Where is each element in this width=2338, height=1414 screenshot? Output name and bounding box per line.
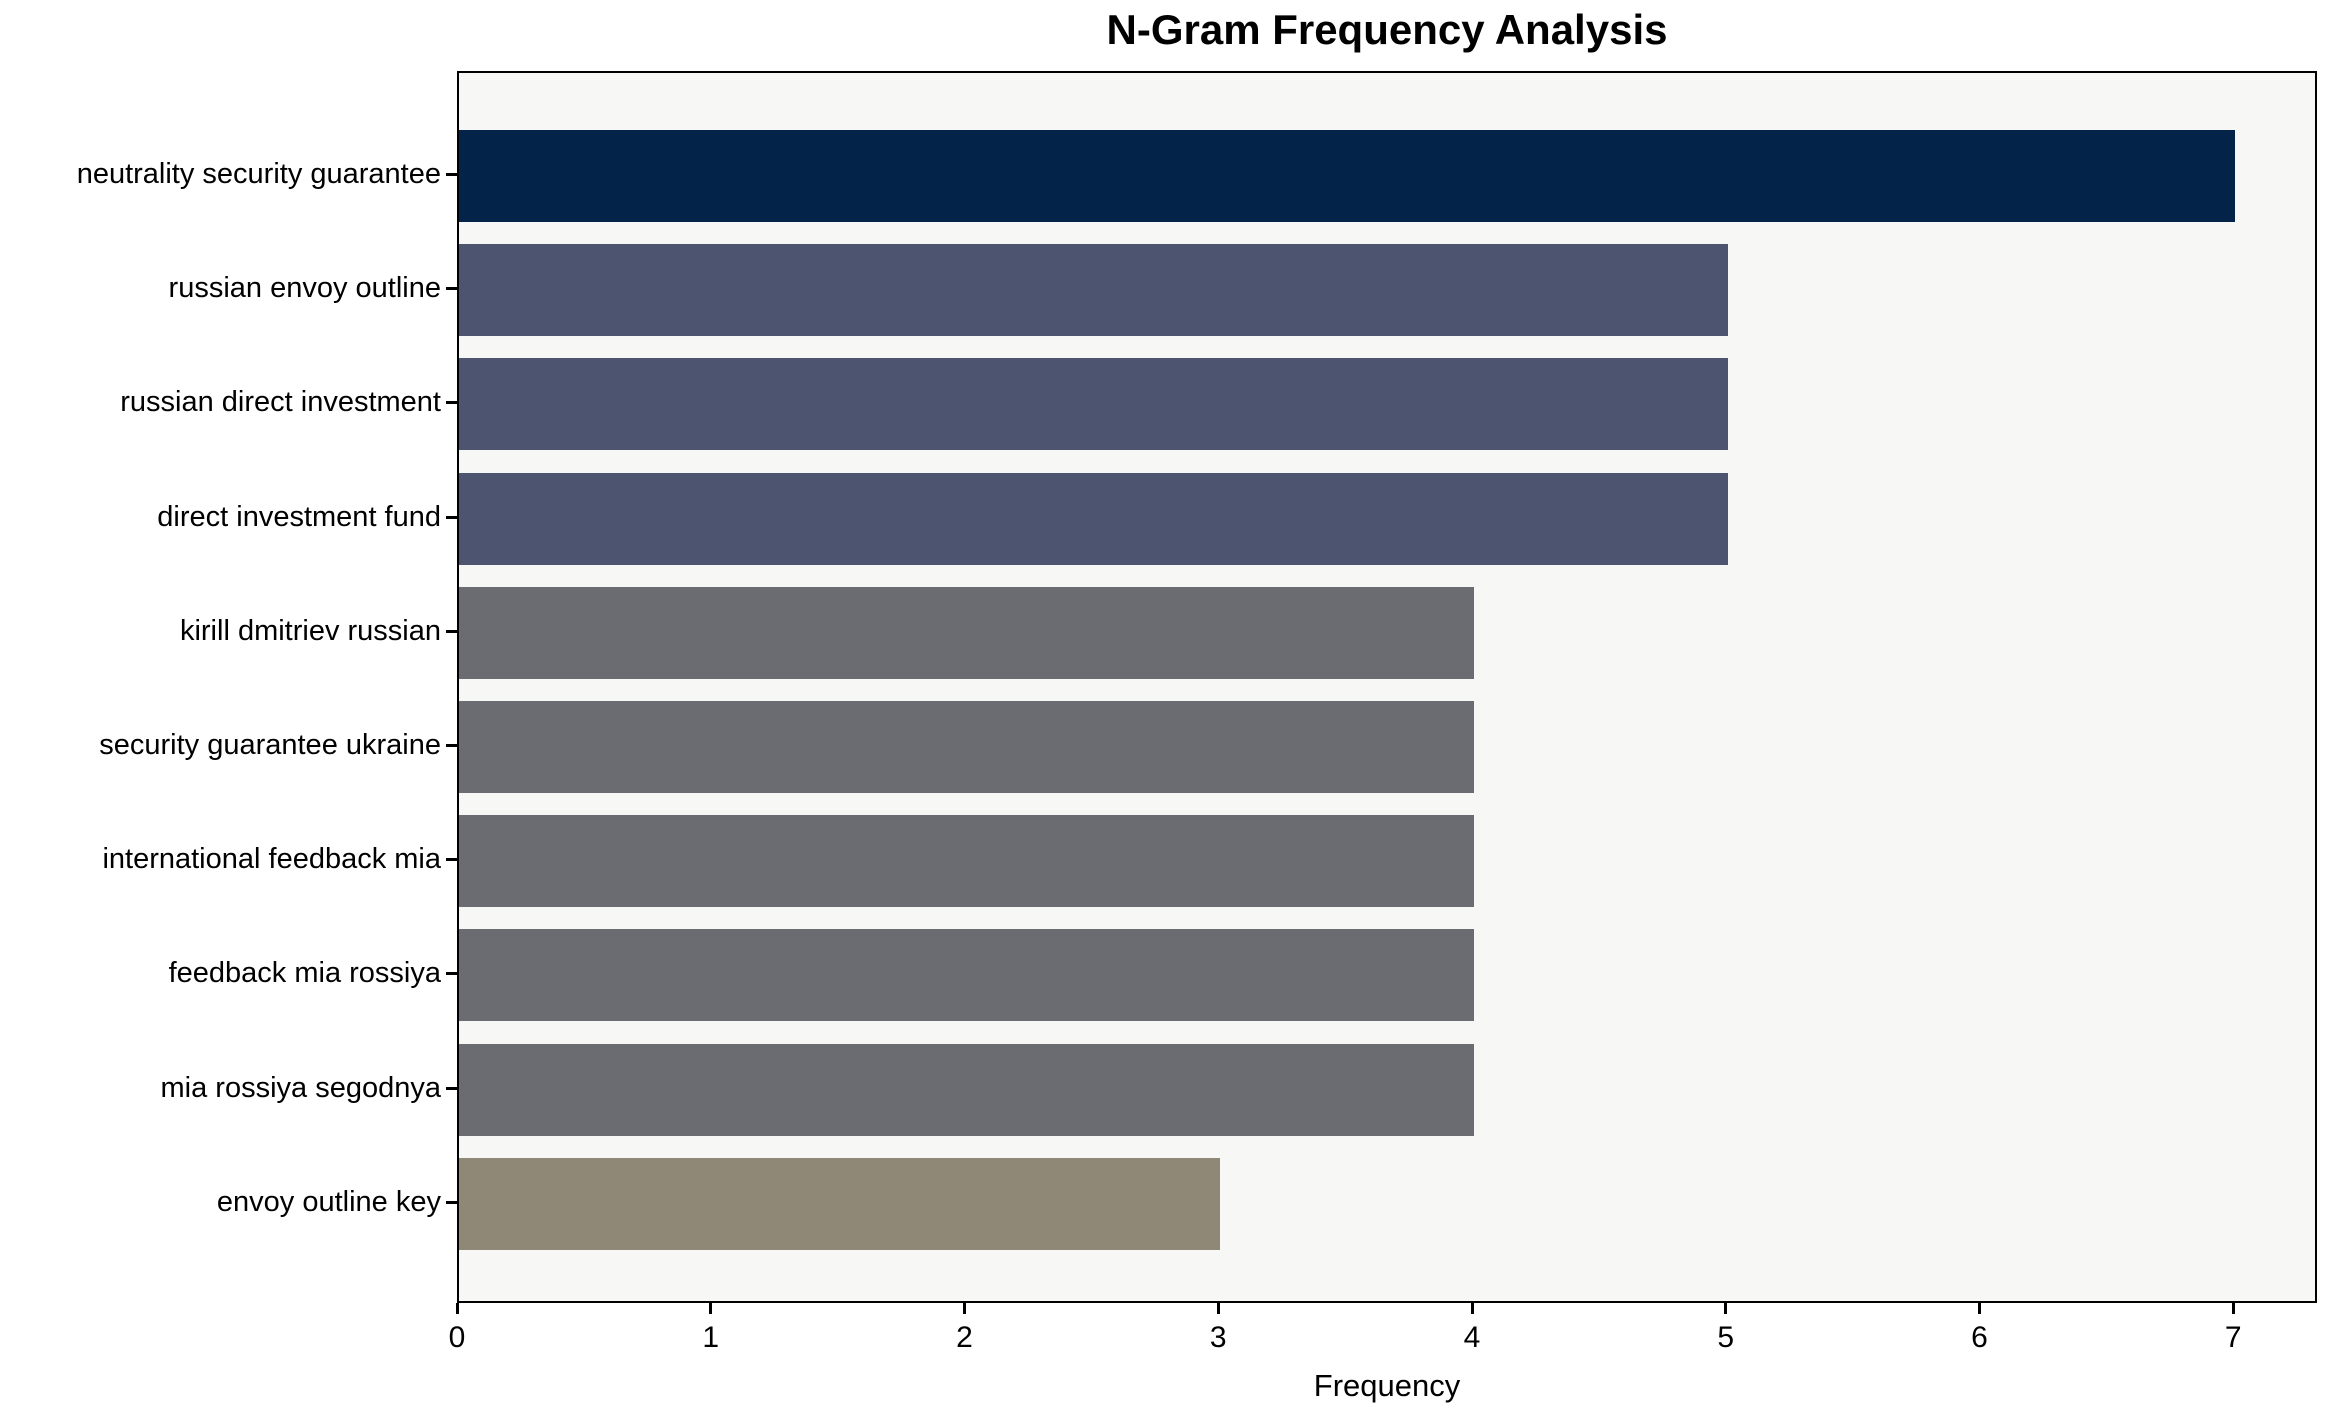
x-tick bbox=[1470, 1303, 1474, 1314]
y-tick-label: neutrality security guarantee bbox=[76, 158, 441, 190]
bar bbox=[459, 815, 1474, 908]
x-tick bbox=[455, 1303, 459, 1314]
x-tick-label: 5 bbox=[1717, 1321, 1735, 1354]
bar bbox=[459, 701, 1474, 793]
bar bbox=[459, 929, 1474, 1022]
x-tick bbox=[1216, 1303, 1220, 1314]
x-tick-label: 1 bbox=[702, 1321, 720, 1354]
bar bbox=[459, 130, 2236, 222]
x-axis-title: Frequency bbox=[1313, 1368, 1461, 1403]
bar bbox=[459, 586, 1474, 679]
y-tick bbox=[446, 744, 457, 747]
y-tick bbox=[446, 515, 457, 519]
plot-area bbox=[457, 71, 2317, 1303]
y-tick-label: international feedback mia bbox=[102, 843, 441, 876]
x-tick bbox=[709, 1303, 713, 1314]
y-tick bbox=[446, 1086, 457, 1090]
y-tick-label: direct investment fund bbox=[157, 500, 441, 533]
x-tick-label: 7 bbox=[2224, 1321, 2242, 1354]
x-tick bbox=[1978, 1303, 1981, 1314]
y-tick bbox=[446, 858, 457, 862]
bar bbox=[459, 244, 1728, 337]
x-tick-label: 4 bbox=[1463, 1321, 1481, 1354]
x-tick-label: 0 bbox=[448, 1321, 466, 1354]
y-tick-label: kirill dmitriev russian bbox=[179, 614, 441, 647]
x-tick bbox=[1724, 1303, 1728, 1314]
y-tick bbox=[446, 629, 457, 633]
y-tick bbox=[446, 287, 457, 291]
y-tick-label: envoy outline key bbox=[216, 1185, 441, 1218]
y-tick bbox=[446, 1200, 457, 1204]
bar bbox=[459, 472, 1728, 565]
x-tick-label: 6 bbox=[1971, 1321, 1988, 1354]
y-tick-label: russian envoy outline bbox=[168, 272, 441, 305]
chart-title: N-Gram Frequency Analysis bbox=[1106, 6, 1668, 53]
x-tick-label: 2 bbox=[956, 1321, 973, 1354]
y-tick bbox=[446, 401, 457, 405]
x-tick bbox=[963, 1303, 966, 1314]
y-tick bbox=[446, 173, 457, 176]
y-tick-label: feedback mia rossiya bbox=[168, 957, 441, 990]
x-tick bbox=[2231, 1303, 2235, 1314]
bar bbox=[459, 358, 1728, 451]
bar bbox=[459, 1043, 1474, 1136]
y-tick-label: security guarantee ukraine bbox=[99, 729, 441, 761]
y-tick-label: russian direct investment bbox=[120, 386, 441, 419]
x-tick-label: 3 bbox=[1209, 1321, 1227, 1354]
y-tick-label: mia rossiya segodnya bbox=[160, 1071, 441, 1104]
bar bbox=[459, 1157, 1221, 1250]
y-tick bbox=[446, 972, 457, 976]
